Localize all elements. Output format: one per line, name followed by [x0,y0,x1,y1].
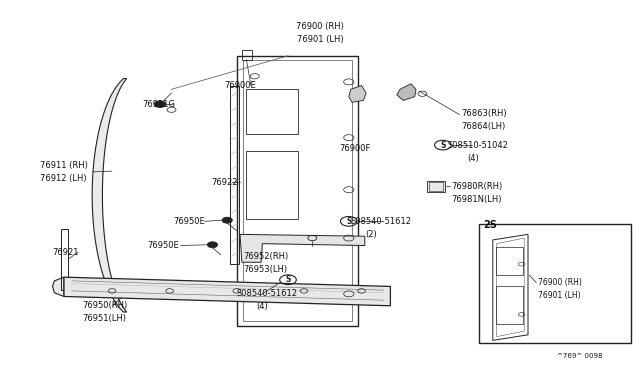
Text: 76980R(RH): 76980R(RH) [451,182,502,190]
Bar [496,247,523,275]
Text: 76911 (RH): 76911 (RH) [40,161,88,170]
Text: (4): (4) [467,154,479,163]
Circle shape [207,242,218,248]
Text: 76912 (LH): 76912 (LH) [40,174,86,183]
Text: S08540-51612: S08540-51612 [351,217,412,226]
Polygon shape [349,86,366,102]
Text: S: S [346,217,351,226]
Text: (2): (2) [365,230,376,239]
Bar [246,151,298,219]
Text: 2S: 2S [483,220,497,230]
Text: 76900 (RH): 76900 (RH) [538,278,582,287]
Text: 76952(RH): 76952(RH) [243,252,289,261]
Bar [230,86,239,264]
Text: 76911G: 76911G [142,100,175,109]
Polygon shape [493,234,528,340]
Bar [496,286,523,324]
Polygon shape [92,78,127,312]
Bar [429,182,443,191]
Circle shape [222,217,232,223]
Text: 76901 (LH): 76901 (LH) [538,291,580,300]
Bar [427,181,445,192]
Text: 76901 (LH): 76901 (LH) [297,35,343,44]
Polygon shape [64,277,390,306]
Text: 76950(RH): 76950(RH) [82,301,127,310]
Text: 76922: 76922 [211,178,237,187]
Polygon shape [237,56,358,326]
Text: 76950E: 76950E [173,217,205,226]
Bar [242,50,252,60]
Text: 76951(LH): 76951(LH) [82,314,126,323]
Text: 76900F: 76900F [339,144,371,153]
Text: 76900 (RH): 76900 (RH) [296,22,344,31]
Polygon shape [240,234,365,262]
Text: 76864(LH): 76864(LH) [461,122,505,131]
Text: 76900E: 76900E [224,81,256,90]
Polygon shape [52,277,64,296]
Text: (4): (4) [256,302,268,311]
Text: 76921: 76921 [52,248,79,257]
Text: 76950E: 76950E [147,241,179,250]
Text: 76981N(LH): 76981N(LH) [451,195,502,203]
Text: S: S [285,275,291,284]
Text: S08540-51612: S08540-51612 [237,289,298,298]
Text: ^769^ 0098: ^769^ 0098 [557,353,602,359]
Bar [479,224,631,343]
Circle shape [154,101,166,108]
Text: 76953(LH): 76953(LH) [243,265,287,274]
Text: 76863(RH): 76863(RH) [461,109,506,118]
Polygon shape [397,84,416,100]
Text: S: S [440,141,445,150]
Bar [246,89,298,134]
Bar [61,229,68,290]
Text: S08510-51042: S08510-51042 [448,141,509,150]
